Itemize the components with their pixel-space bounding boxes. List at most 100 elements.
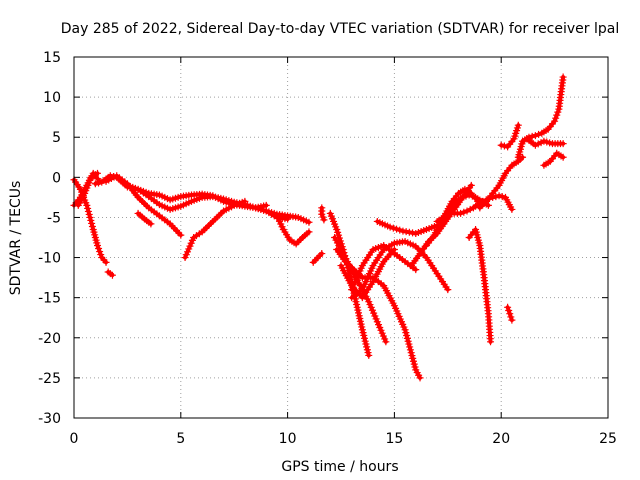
data-point — [320, 216, 328, 224]
data-point — [505, 307, 513, 315]
data-point — [91, 180, 99, 188]
data-point — [399, 227, 407, 235]
data-point — [84, 204, 92, 212]
x-tick-label: 25 — [599, 431, 617, 447]
x-axis-label: GPS time / hours — [281, 459, 398, 475]
data-point — [396, 226, 404, 234]
data-point — [457, 209, 465, 217]
data-point — [504, 303, 512, 311]
data-point — [402, 228, 410, 236]
data-point — [93, 242, 101, 250]
data-point — [84, 207, 92, 215]
data-point — [305, 218, 313, 226]
data-point — [459, 193, 467, 201]
series-arc-26 — [477, 155, 525, 210]
data-series — [70, 73, 567, 382]
data-point — [88, 222, 96, 230]
data-point — [444, 286, 452, 294]
series-arc-6 — [104, 173, 183, 238]
data-point — [507, 313, 515, 321]
data-point — [497, 141, 505, 149]
series-trace — [541, 151, 566, 168]
series-arc-31 — [541, 151, 566, 168]
data-point — [409, 229, 417, 237]
data-point — [86, 213, 94, 221]
data-point — [102, 258, 110, 266]
grid-lines — [74, 57, 608, 418]
y-tick-label: 0 — [52, 170, 61, 186]
data-point — [559, 153, 567, 161]
data-point — [416, 374, 424, 382]
data-point — [559, 140, 567, 148]
data-point — [487, 338, 495, 346]
data-point — [467, 181, 475, 189]
y-tick-label: 15 — [43, 50, 61, 66]
data-point — [87, 216, 95, 224]
axis-ticks: 0 5 10 15 20 25 -30 -25 -20 -15 -10 -5 0 5 10 15 — [38, 50, 617, 447]
data-point — [508, 316, 516, 324]
data-point — [495, 192, 503, 200]
data-point — [412, 266, 420, 274]
data-point — [463, 207, 471, 215]
data-point — [531, 132, 539, 140]
data-point — [552, 114, 560, 122]
data-point — [241, 197, 249, 205]
data-point — [305, 228, 313, 236]
data-point — [528, 132, 536, 140]
x-tick-label: 20 — [492, 431, 510, 447]
data-point — [535, 130, 543, 138]
series-trace — [477, 155, 525, 210]
data-point — [318, 250, 326, 258]
y-axis-label: SDTVAR / TECUs — [8, 181, 24, 296]
data-point — [389, 224, 397, 232]
data-point — [95, 245, 103, 253]
series-trace — [104, 173, 183, 238]
y-tick-label: -10 — [38, 251, 61, 267]
data-point — [551, 117, 559, 125]
data-point — [462, 192, 470, 200]
x-tick-label: 15 — [385, 431, 403, 447]
chart-title: Day 285 of 2022, Sidereal Day-to-day VTE… — [61, 21, 619, 37]
y-tick-label: -25 — [38, 371, 61, 387]
data-point — [97, 251, 105, 259]
data-point — [498, 193, 506, 201]
data-point — [405, 228, 413, 236]
data-point — [460, 208, 468, 216]
data-point — [508, 205, 516, 213]
data-point — [468, 192, 476, 200]
series-trace — [183, 199, 247, 260]
x-tick-label: 0 — [70, 431, 79, 447]
data-point — [553, 111, 561, 119]
data-point — [500, 142, 508, 150]
x-tick-label: 10 — [279, 431, 297, 447]
data-point — [96, 248, 104, 256]
data-point — [93, 169, 101, 177]
y-tick-label: 5 — [52, 130, 61, 146]
y-tick-label: 10 — [43, 90, 61, 106]
plot-frame — [73, 56, 609, 419]
data-point — [177, 231, 185, 239]
data-point — [382, 338, 390, 346]
data-point — [514, 121, 522, 129]
data-point — [484, 201, 492, 209]
data-point — [95, 179, 103, 187]
data-point — [393, 225, 401, 233]
y-tick-label: -15 — [38, 291, 61, 307]
data-point — [85, 210, 93, 218]
data-point — [559, 73, 567, 81]
data-point — [284, 215, 292, 223]
data-point — [108, 271, 116, 279]
y-tick-label: -5 — [47, 210, 61, 226]
data-point — [466, 205, 474, 213]
data-point — [365, 351, 373, 359]
x-tick-label: 5 — [176, 431, 185, 447]
y-tick-label: -20 — [38, 331, 61, 347]
data-point — [147, 220, 155, 228]
data-point — [88, 219, 96, 227]
data-point — [465, 191, 473, 199]
y-tick-label: -30 — [38, 411, 61, 427]
series-arc-9 — [183, 199, 247, 260]
data-point — [386, 223, 394, 231]
data-point — [506, 310, 514, 318]
